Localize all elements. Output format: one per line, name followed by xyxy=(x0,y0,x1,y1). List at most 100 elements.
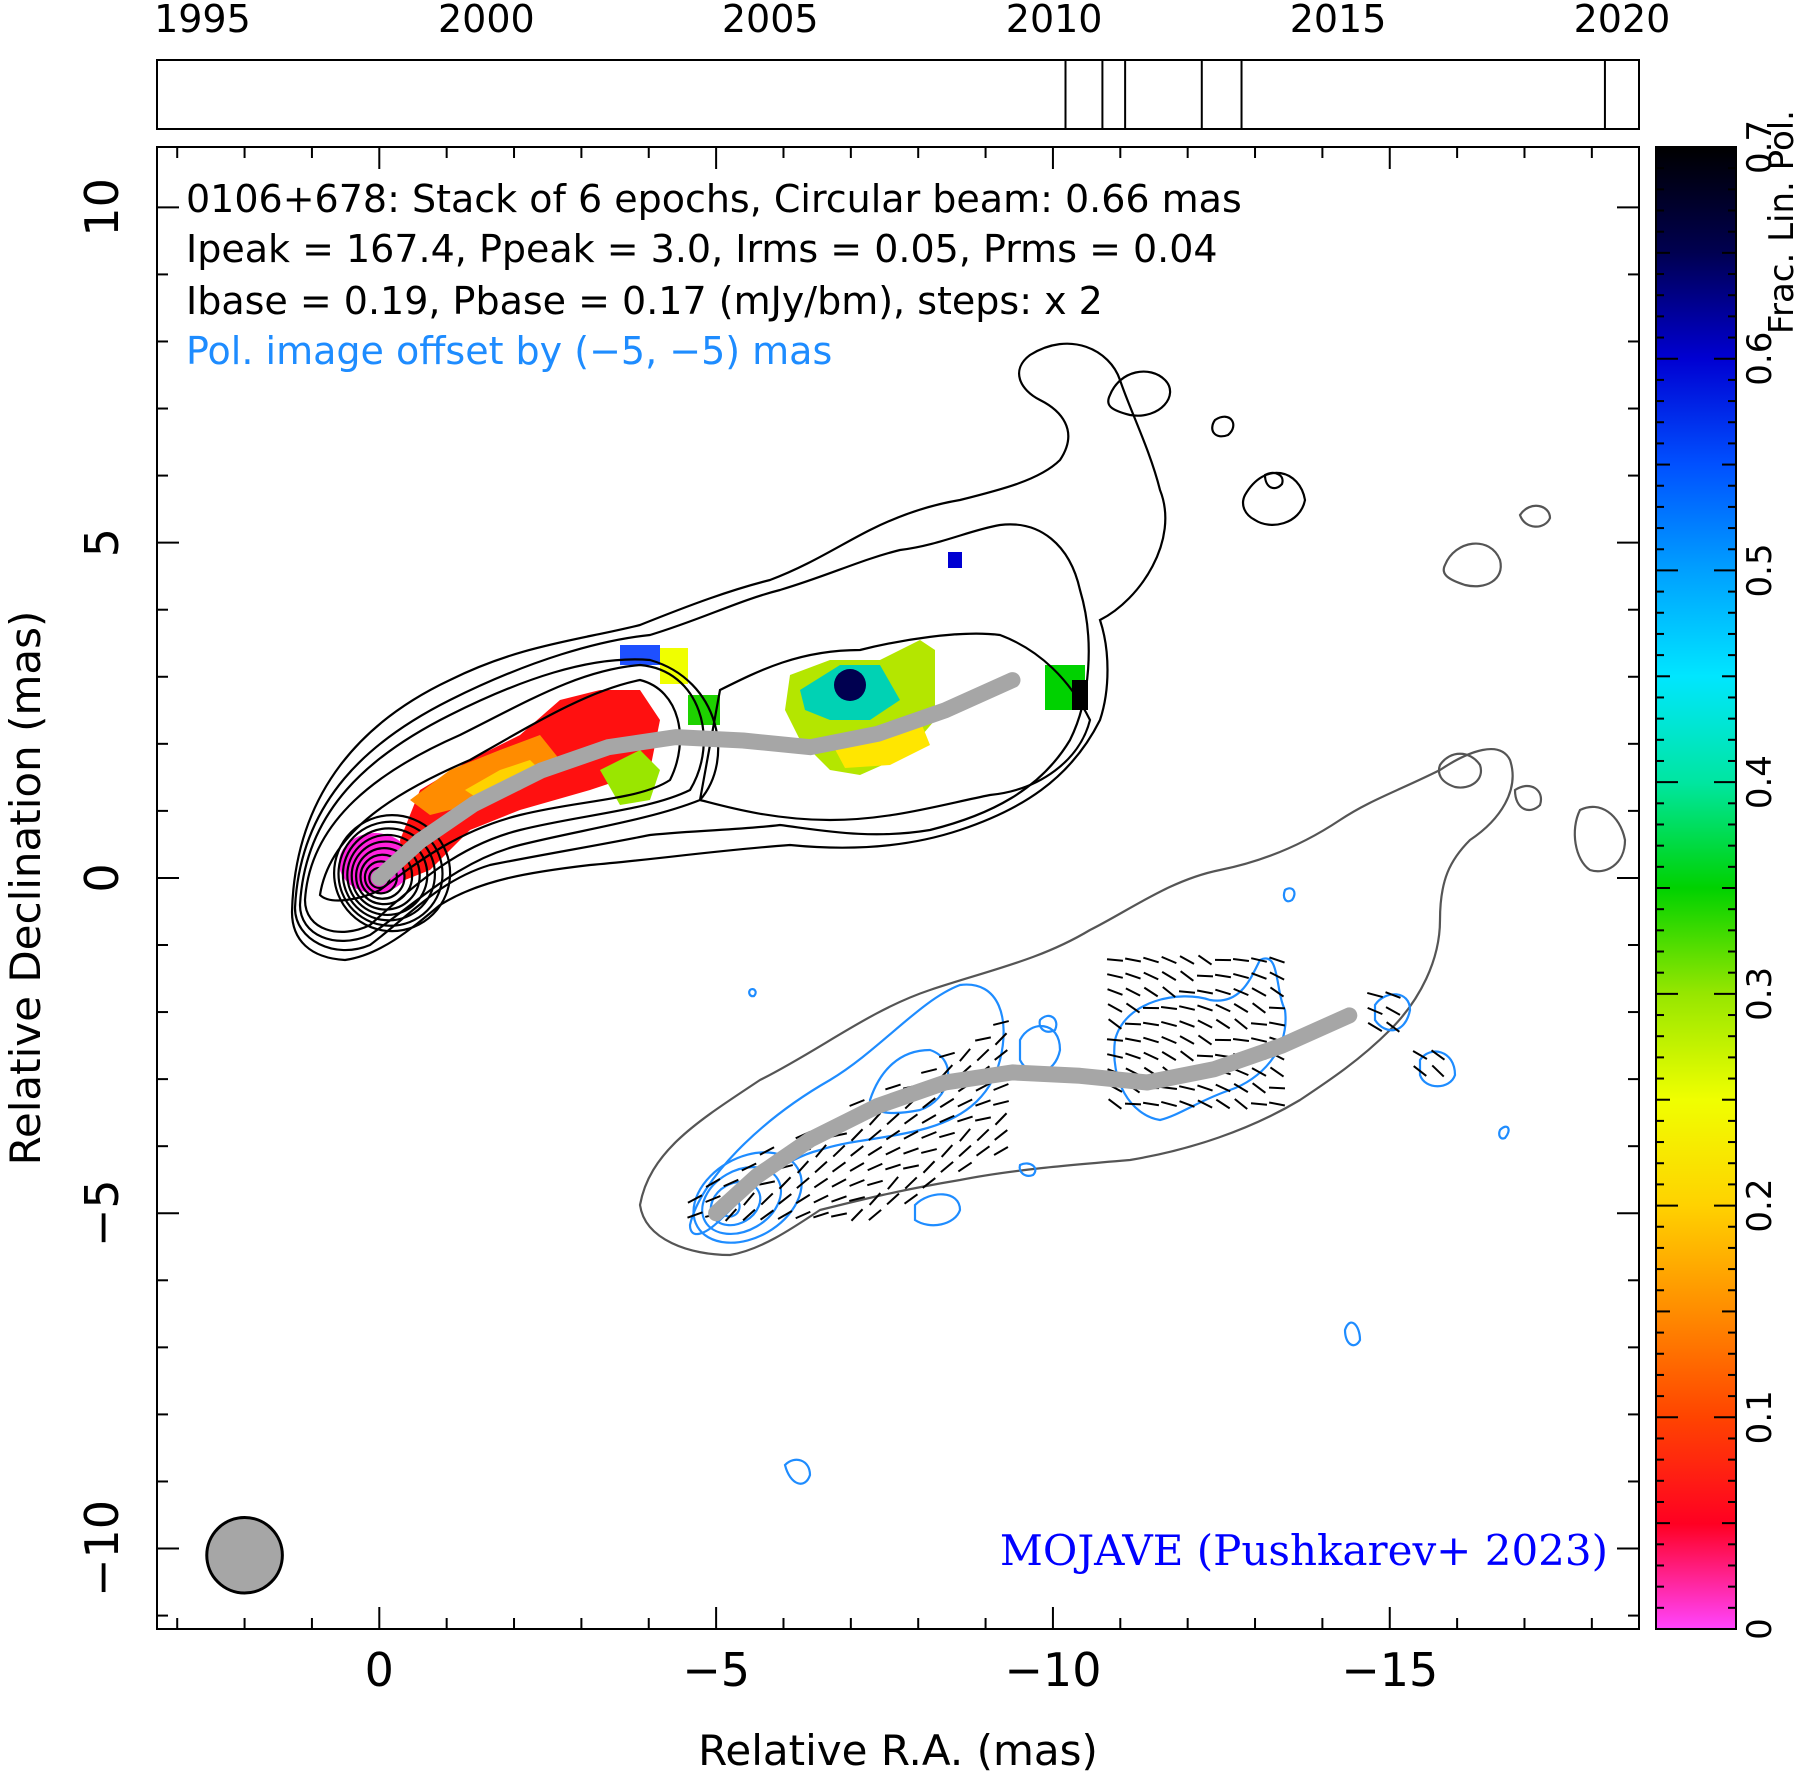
evpa-tick xyxy=(850,1145,864,1157)
evpa-tick xyxy=(1178,1005,1196,1011)
timeline-tick-label: 2020 xyxy=(1574,0,1671,41)
colorbar-tick-label: 0.7 xyxy=(1740,120,1780,174)
evpa-tick xyxy=(976,1128,990,1142)
evpa-tick xyxy=(758,1180,776,1186)
evpa-tick xyxy=(1160,1006,1178,1010)
evpa-tick xyxy=(1197,1004,1213,1012)
evpa-tick xyxy=(1108,1018,1122,1030)
evpa-tick xyxy=(848,1196,866,1202)
evpa-tick xyxy=(1367,1022,1383,1032)
evpa-tick xyxy=(1161,1051,1177,1061)
evpa-tick xyxy=(1197,1019,1213,1029)
evpa-tick xyxy=(1215,1018,1231,1030)
evpa-tick xyxy=(885,1129,901,1141)
evpa-tick xyxy=(1124,957,1142,963)
evpa-tick xyxy=(1215,988,1231,996)
evpa-tick xyxy=(922,1160,936,1174)
evpa-tick xyxy=(1197,1084,1213,1092)
evpa-tick xyxy=(1215,1083,1231,1093)
axis-ticks: 0 −5 −10 −15 10 5 0 −5 −10 xyxy=(75,147,1639,1697)
evpa-tick xyxy=(1234,1098,1248,1110)
y-tick-label: −10 xyxy=(75,1500,129,1597)
evpa-tick xyxy=(868,1112,882,1126)
evpa-tick xyxy=(1234,1018,1248,1030)
intensity-contour xyxy=(290,342,1167,962)
evpa-tick xyxy=(920,1148,938,1154)
plot-frame xyxy=(156,146,1640,1630)
intensity-contour-ring xyxy=(337,820,444,927)
intensity-contour xyxy=(303,663,705,933)
evpa-tick xyxy=(885,1163,901,1171)
evpa-tick xyxy=(1197,954,1213,966)
pol-offset-total-intensity-contour xyxy=(1442,542,1502,588)
evpa-tick xyxy=(1161,1035,1177,1045)
evpa-tick xyxy=(939,1114,955,1124)
evpa-tick xyxy=(849,1179,865,1187)
evpa-tick xyxy=(903,1113,919,1125)
evpa-tick xyxy=(1143,1036,1159,1044)
evpa-tick xyxy=(1251,987,1267,997)
x-tick-label: −10 xyxy=(1004,1643,1101,1697)
evpa-tick xyxy=(868,1209,882,1221)
timeline-tick-label: 2005 xyxy=(722,0,819,41)
intensity-contour-island xyxy=(1241,471,1307,526)
evpa-tick xyxy=(1143,1051,1159,1061)
evpa-tick xyxy=(939,1097,955,1109)
evpa-tick xyxy=(1367,1006,1383,1016)
evpa-tick xyxy=(795,1210,811,1220)
timeline-tick-label: 1995 xyxy=(154,0,251,41)
colorbar-tick-label: 0.1 xyxy=(1740,1390,1780,1444)
pol-contour xyxy=(913,1193,962,1227)
evpa-tick xyxy=(975,1082,991,1092)
fracpol-jet-orange-patch xyxy=(410,735,560,815)
intensity-contour-ring xyxy=(350,840,421,911)
evpa-tick xyxy=(885,1083,901,1091)
evpa-tick xyxy=(921,1114,937,1124)
evpa-tick xyxy=(796,1160,810,1174)
intensity-contours xyxy=(290,342,1627,1257)
evpa-tick xyxy=(976,1048,990,1062)
intensity-contour-island xyxy=(1263,471,1284,490)
evpa-tick xyxy=(939,1131,955,1139)
evpa-tick xyxy=(1125,972,1141,980)
intensity-contour-ring xyxy=(355,847,414,906)
evpa-tick xyxy=(1430,1049,1446,1061)
evpa-tick xyxy=(1161,1100,1177,1108)
evpa-tick xyxy=(1268,1101,1286,1107)
colorbar-tick-label: 0.5 xyxy=(1740,543,1780,597)
timeline-epoch-markers xyxy=(1064,60,1606,129)
evpa-tick xyxy=(1232,1038,1250,1042)
evpa-tick xyxy=(1250,1022,1268,1026)
evpa-tick xyxy=(1251,972,1267,980)
evpa-tick xyxy=(1251,1067,1267,1077)
evpa-tick xyxy=(849,1162,865,1172)
polarization-contours xyxy=(688,887,1510,1485)
timeline-tick-label: 2010 xyxy=(1006,0,1103,41)
evpa-tick xyxy=(994,1049,1008,1061)
intensity-contour-ring xyxy=(333,814,452,933)
evpa-tick xyxy=(759,1146,775,1156)
evpa-tick xyxy=(796,1177,810,1189)
evpa-tick xyxy=(992,1100,1010,1106)
y-tick-label: −5 xyxy=(75,1179,129,1247)
evpa-tick xyxy=(1161,955,1177,965)
evpa-tick xyxy=(1431,1064,1445,1078)
fracpol-middle-dark-spot xyxy=(834,669,866,701)
evpa-tick xyxy=(832,1144,846,1158)
jet-ridge-line xyxy=(371,672,1021,886)
evpa-tick xyxy=(975,1099,991,1107)
evpa-tick xyxy=(813,1194,829,1204)
evpa-tick xyxy=(886,1192,900,1206)
pol-contour-ring xyxy=(701,1166,783,1236)
evpa-tick xyxy=(885,1146,901,1156)
evpa-tick xyxy=(867,1162,883,1172)
evpa-tick xyxy=(778,1176,792,1190)
evpa-tick xyxy=(1197,1099,1213,1109)
evpa-tick xyxy=(1215,1003,1231,1013)
timeline-tick-label: 2015 xyxy=(1290,0,1387,41)
colorbar-tick-label: 0.4 xyxy=(1740,755,1780,809)
evpa-tick xyxy=(959,1128,971,1142)
x-tick-label: −5 xyxy=(682,1643,750,1697)
evpa-tick xyxy=(1385,1006,1401,1016)
